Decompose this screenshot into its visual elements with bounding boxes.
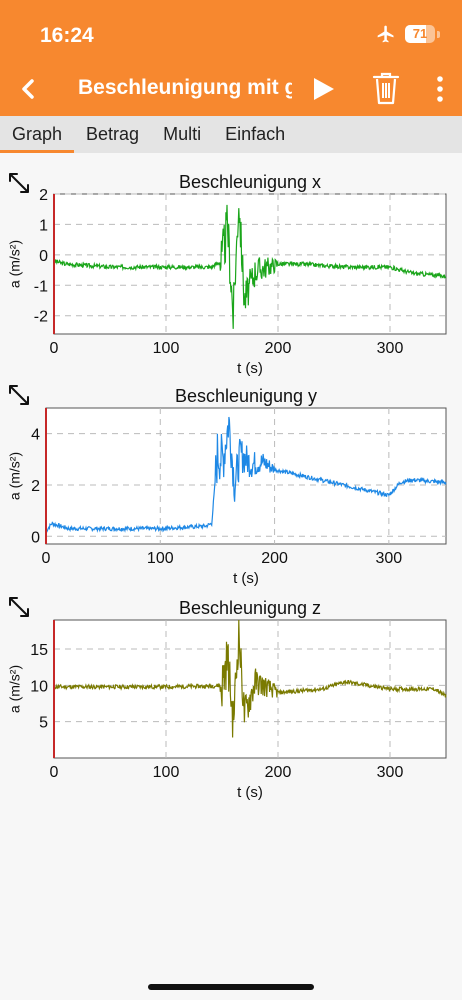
y-tick-label: 5 [39, 715, 48, 732]
expand-icon[interactable] [9, 385, 29, 405]
chart-acceleration-z: Beschleunigung z 0 100 200 300 5 10 15 t (s) a (m… [0, 590, 462, 802]
status-time: 16:24 [40, 24, 94, 47]
chart-title: Beschleunigung y [175, 386, 317, 406]
plot-area [53, 193, 447, 335]
chart-svg: Beschleunigung z 0 100 200 300 5 10 15 t (s) a (m… [7, 597, 447, 801]
series-line [53, 204, 447, 329]
chart-title: Beschleunigung z [179, 598, 321, 618]
airplane-icon [377, 25, 394, 43]
y-tick-label: 10 [30, 678, 48, 695]
series-line [45, 416, 447, 533]
play-button[interactable] [308, 74, 338, 104]
chart-title: Beschleunigung x [179, 172, 321, 192]
plot-area [45, 407, 447, 545]
chart-acceleration-x: Beschleunigung x 0 100 200 300 -2 -1 0 1 2 t (s) a … [0, 166, 462, 377]
expand-icon[interactable] [9, 173, 29, 193]
y-tick-label: 2 [39, 187, 48, 204]
y-tick-label: 0 [39, 248, 48, 265]
home-indicator [148, 984, 314, 990]
x-tick-label: 200 [265, 340, 292, 357]
x-tick-label: 200 [265, 764, 292, 781]
x-tick-label: 0 [42, 550, 51, 567]
x-axis-label: t (s) [233, 570, 259, 587]
y-axis-label: a (m/s²) [7, 665, 23, 713]
y-tick-label: 0 [31, 529, 40, 546]
y-tick-label: 4 [31, 427, 40, 444]
y-axis-label: a (m/s²) [7, 452, 23, 500]
more-menu-button[interactable] [430, 74, 450, 104]
plot-area [53, 619, 447, 759]
tab-betrag[interactable]: Betrag [86, 124, 140, 144]
y-tick-label: 15 [30, 642, 48, 659]
tab-bar: Graph Betrag Multi Einfach [0, 116, 462, 153]
page-title: Beschleunigung mit g [78, 76, 292, 99]
status-indicators: 71 [375, 24, 440, 44]
chart-svg: Beschleunigung y 0 100 200 300 0 2 4 t (s) a (m/s… [7, 385, 447, 587]
back-button[interactable] [14, 74, 44, 104]
battery-indicator: 71 [405, 25, 440, 43]
y-tick-label: -1 [34, 278, 48, 295]
x-tick-label: 200 [261, 550, 288, 567]
x-axis-label: t (s) [237, 360, 263, 377]
y-tick-label: 1 [39, 217, 48, 234]
x-tick-label: 100 [153, 764, 180, 781]
delete-button[interactable] [370, 70, 402, 106]
tab-multi[interactable]: Multi [163, 124, 202, 144]
chart-acceleration-y: Beschleunigung y 0 100 200 300 0 2 4 t (s) a (m/s… [0, 378, 462, 590]
chart-svg: Beschleunigung x 0 100 200 300 -2 -1 0 1 2 t (s) a … [7, 172, 447, 377]
x-tick-label: 300 [377, 764, 404, 781]
x-tick-label: 300 [377, 340, 404, 357]
expand-icon[interactable] [9, 597, 29, 617]
x-tick-label: 100 [153, 340, 180, 357]
y-tick-label: 2 [31, 478, 40, 495]
series-line [53, 619, 447, 738]
x-tick-label: 0 [50, 340, 59, 357]
y-axis-label: a (m/s²) [7, 240, 23, 288]
tab-graph[interactable]: Graph [0, 116, 75, 153]
app-bar: 16:24 71 Beschleunigung mit g [0, 0, 462, 116]
battery-level: 71 [412, 26, 428, 41]
x-tick-label: 0 [50, 764, 59, 781]
tab-einfach[interactable]: Einfach [225, 124, 286, 144]
x-tick-label: 100 [147, 550, 174, 567]
x-tick-label: 300 [376, 550, 403, 567]
x-axis-label: t (s) [237, 784, 263, 801]
y-tick-label: -2 [34, 309, 48, 326]
